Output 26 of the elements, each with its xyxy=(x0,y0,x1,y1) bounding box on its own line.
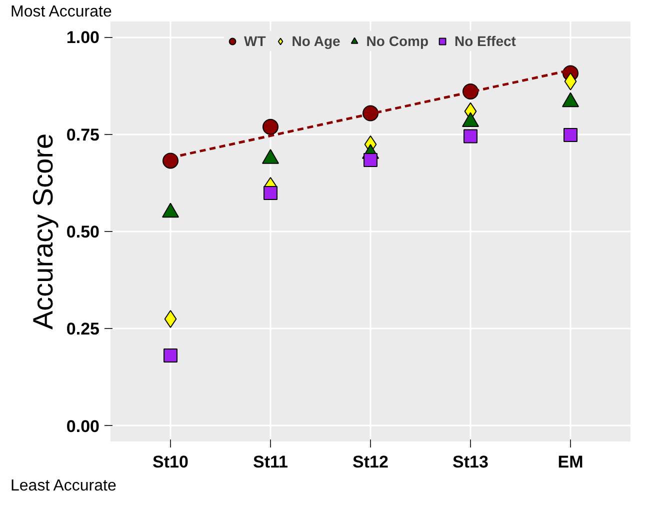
point xyxy=(564,128,578,142)
point xyxy=(162,152,178,169)
point xyxy=(264,186,278,200)
point xyxy=(364,152,378,167)
x-tick-label: St12 xyxy=(352,452,388,472)
y-tick-label: 0.50 xyxy=(66,222,100,242)
point xyxy=(164,310,177,328)
text: Least Accurate xyxy=(10,478,116,494)
y-axis-title: Accuracy Score xyxy=(27,133,58,330)
text: Most Accurate xyxy=(10,4,112,20)
point xyxy=(164,348,178,363)
point xyxy=(464,129,478,144)
y-tick-label: 0.00 xyxy=(66,416,100,436)
x-tick-label: St10 xyxy=(152,452,188,472)
y-tick-label: 1.00 xyxy=(66,28,100,48)
legend-label: No Effect xyxy=(454,33,516,49)
point xyxy=(564,72,577,90)
y-tick-label: 0.75 xyxy=(66,125,100,144)
x-tick-label: St11 xyxy=(253,452,288,472)
legend-label: WT xyxy=(244,33,266,49)
legend-label: No Age xyxy=(292,33,340,49)
x-tick-label: St13 xyxy=(452,452,488,472)
legend-label: No Comp xyxy=(366,33,429,49)
x-tick-label: EM xyxy=(558,452,584,472)
y-tick-label: 0.25 xyxy=(66,320,100,339)
point xyxy=(262,118,278,135)
